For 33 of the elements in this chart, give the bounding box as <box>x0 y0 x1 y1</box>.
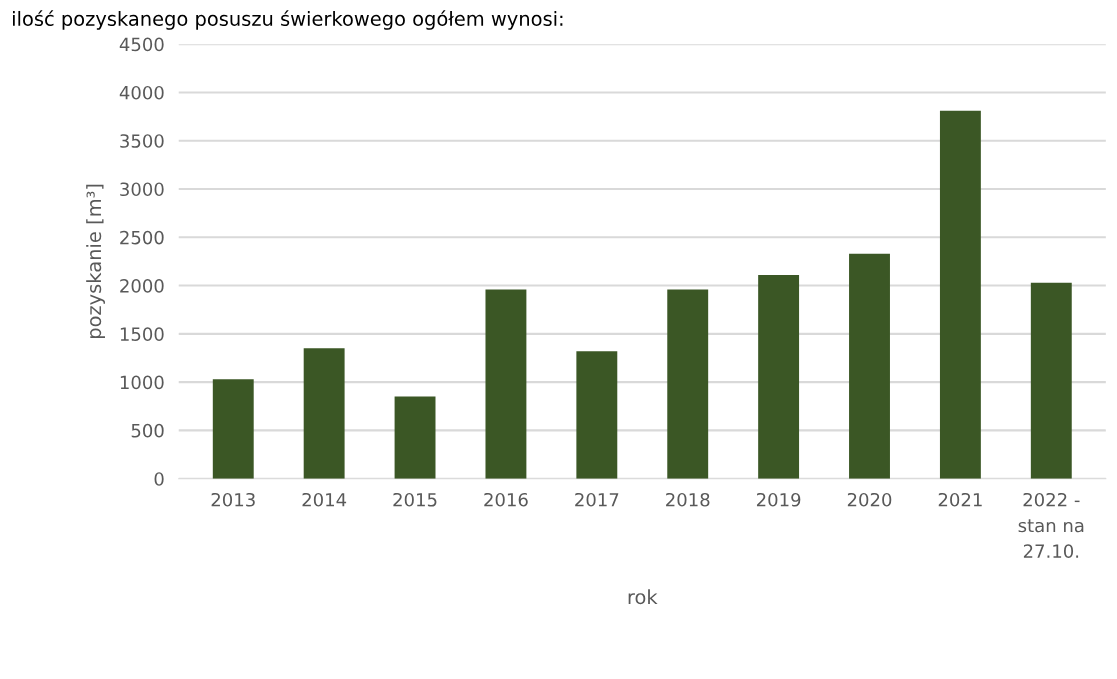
bar <box>394 396 436 479</box>
y-tick-label: 1000 <box>120 375 164 390</box>
y-tick-label: 1500 <box>120 327 164 341</box>
y-tick-label: 3500 <box>120 134 164 148</box>
x-tick-label: 2014 <box>302 492 347 507</box>
y-tick-label: 2000 <box>120 279 164 293</box>
x-tick-label: 2013 <box>211 492 255 507</box>
x-tick-label: 2021 <box>938 492 982 507</box>
y-tick-label: 2500 <box>120 230 164 245</box>
y-tick-label: 0 <box>154 472 164 486</box>
x-tick-label: 2018 <box>666 492 710 507</box>
bar <box>576 351 618 479</box>
y-tick-label: 3000 <box>120 182 164 197</box>
bar <box>303 348 345 479</box>
bar <box>485 289 527 479</box>
bar <box>1030 282 1072 479</box>
x-tick-label: 2016 <box>484 492 528 507</box>
bar <box>849 253 890 479</box>
x-axis-title: rok <box>628 589 658 605</box>
y-tick-label: 4000 <box>119 85 164 100</box>
x-tick-label: 2019 <box>756 492 801 507</box>
bar <box>939 110 981 479</box>
bar <box>667 289 709 479</box>
y-axis-title: pozyskanie [m³] <box>86 184 105 338</box>
bar <box>758 274 800 479</box>
text: ilość pozyskanego posuszu świerkowego ogółem wynosi: <box>13 10 563 30</box>
x-tick-label: 2015 <box>393 492 437 507</box>
x-tick-label: 2017 <box>575 492 619 507</box>
y-tick-label: 500 <box>131 423 164 438</box>
x-tick-label: 2022 - stan na 27.10. <box>1018 492 1084 558</box>
x-tick-label: 2020 <box>847 492 892 507</box>
y-tick-label: 4500 <box>119 37 164 52</box>
bar <box>212 379 254 479</box>
